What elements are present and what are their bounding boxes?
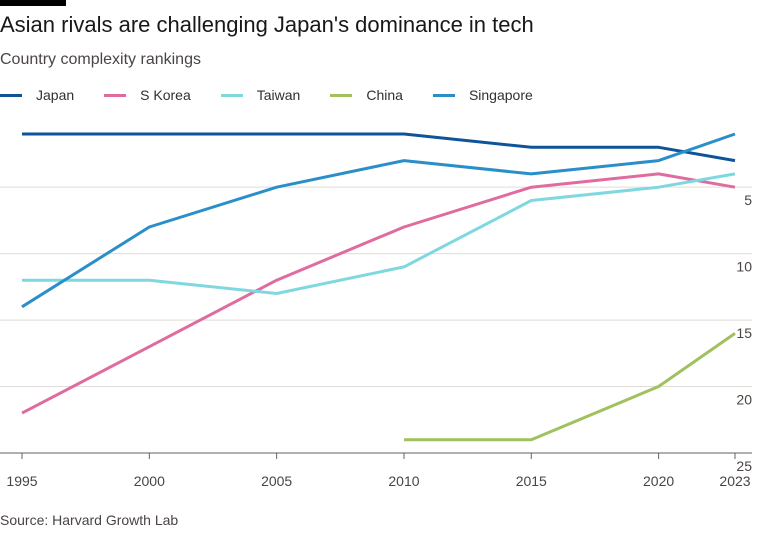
legend: Japan S Korea Taiwan China Singapore (0, 84, 563, 106)
x-tick-label-2005: 2005 (261, 473, 292, 489)
y-tick-label-25: 25 (736, 458, 752, 474)
legend-item-singapore: Singapore (432, 87, 533, 103)
legend-item-s-korea: S Korea (104, 87, 191, 103)
series-line-japan (22, 132, 736, 163)
legend-label-japan: Japan (36, 87, 75, 103)
brand-bar (0, 0, 66, 6)
legend-item-china: China (330, 87, 403, 103)
legend-swatch-s-korea (104, 93, 127, 97)
legend-swatch-japan (0, 93, 22, 97)
series-line-taiwan (22, 172, 736, 295)
y-tick-label-5: 5 (744, 192, 752, 208)
series-line-singapore (21, 132, 736, 309)
source-note: Source: Harvard Growth Lab (0, 512, 179, 528)
x-tick-label-2015: 2015 (516, 473, 547, 489)
y-tick-label-15: 15 (736, 325, 752, 341)
legend-label-s-korea: S Korea (140, 87, 191, 103)
legend-item-taiwan: Taiwan (220, 87, 301, 103)
legend-label-taiwan: Taiwan (256, 87, 301, 103)
legend-label-china: China (366, 87, 403, 103)
legend-swatch-taiwan (220, 93, 243, 97)
chart-title: Asian rivals are challenging Japan's dom… (0, 12, 534, 37)
x-tick-label-2023: 2023 (719, 473, 750, 489)
series-line-china (404, 332, 736, 442)
legend-swatch-singapore (432, 93, 455, 97)
x-tick-label-1995: 1995 (6, 473, 37, 489)
legend-swatch-china (330, 93, 353, 97)
x-tick-label-2010: 2010 (388, 473, 419, 489)
legend-label-singapore: Singapore (468, 87, 533, 103)
y-tick-label-10: 10 (736, 259, 752, 275)
legend-item-japan: Japan (0, 87, 74, 103)
x-tick-label-2020: 2020 (643, 473, 674, 489)
series-line-s-korea (21, 172, 736, 415)
chart-subtitle: Country complexity rankings (0, 51, 201, 68)
y-tick-label-20: 20 (736, 392, 752, 408)
x-tick-label-2000: 2000 (134, 473, 165, 489)
